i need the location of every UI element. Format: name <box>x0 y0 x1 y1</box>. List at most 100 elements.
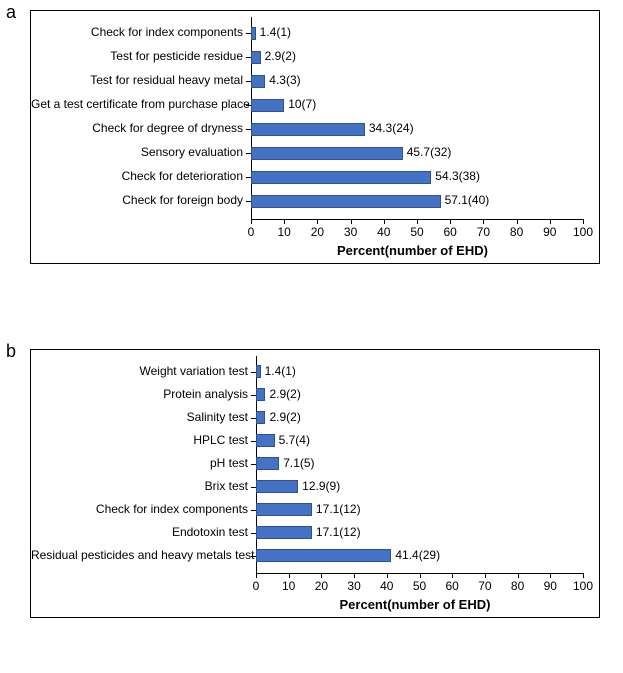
panel-label-b: b <box>6 341 16 362</box>
bar <box>251 99 284 112</box>
x-axis-title: Percent(number of EHD) <box>340 597 491 612</box>
value-label: 57.1(40) <box>445 193 490 207</box>
x-tick-label: 0 <box>248 225 255 239</box>
panel-b: b Weight variation test 1.4(1) Protein anal… <box>0 339 623 638</box>
x-tick <box>354 573 355 578</box>
x-tick <box>256 573 257 578</box>
bar <box>251 147 403 160</box>
category-label: pH test <box>31 456 248 470</box>
x-tick-label: 40 <box>377 225 390 239</box>
bar <box>256 388 265 401</box>
x-tick-label: 100 <box>573 225 593 239</box>
x-tick-label: 10 <box>278 225 291 239</box>
category-label: Brix test <box>31 479 248 493</box>
value-label: 17.1(12) <box>316 525 361 539</box>
bar <box>256 503 312 516</box>
x-tick-label: 80 <box>511 579 524 593</box>
x-tick-label: 20 <box>315 579 328 593</box>
x-tick <box>550 219 551 224</box>
category-label: Check for deterioration <box>31 169 243 183</box>
x-tick-label: 30 <box>344 225 357 239</box>
value-label: 10(7) <box>288 97 316 111</box>
value-label: 12.9(9) <box>302 479 340 493</box>
category-label: Check for degree of dryness <box>31 121 243 135</box>
category-label: Test for pesticide residue <box>31 49 243 63</box>
bar <box>256 480 298 493</box>
x-tick-label: 70 <box>477 225 490 239</box>
chart-a: Check for index components 1.4(1) Test for… <box>30 10 600 264</box>
x-tick <box>351 219 352 224</box>
value-label: 45.7(32) <box>407 145 452 159</box>
category-label: Endotoxin test <box>31 525 248 539</box>
bar <box>251 171 431 184</box>
x-tick-label: 0 <box>253 579 260 593</box>
category-label: Sensory evaluation <box>31 145 243 159</box>
value-label: 4.3(3) <box>269 73 300 87</box>
panel-label-a: a <box>6 2 16 23</box>
value-label: 34.3(24) <box>369 121 414 135</box>
x-tick <box>583 219 584 224</box>
value-label: 2.9(2) <box>265 49 296 63</box>
x-tick <box>289 573 290 578</box>
x-tick-label: 50 <box>413 579 426 593</box>
x-tick <box>384 219 385 224</box>
x-tick <box>517 219 518 224</box>
value-label: 1.4(1) <box>260 25 291 39</box>
x-tick <box>317 219 318 224</box>
x-tick-label: 20 <box>311 225 324 239</box>
x-tick <box>452 573 453 578</box>
x-tick <box>284 219 285 224</box>
bar <box>256 365 261 378</box>
value-label: 54.3(38) <box>435 169 480 183</box>
x-tick <box>387 573 388 578</box>
value-label: 7.1(5) <box>283 456 314 470</box>
bar <box>251 123 365 136</box>
x-tick-label: 60 <box>446 579 459 593</box>
category-label: Weight variation test <box>31 364 248 378</box>
x-tick-label: 90 <box>543 225 556 239</box>
x-tick <box>518 573 519 578</box>
x-tick <box>251 219 252 224</box>
value-label: 17.1(12) <box>316 502 361 516</box>
category-label: Test for residual heavy metal <box>31 73 243 87</box>
chart-b: Weight variation test 1.4(1) Protein analy… <box>30 349 600 618</box>
x-tick-label: 30 <box>347 579 360 593</box>
bar <box>256 549 391 562</box>
x-tick-label: 10 <box>282 579 295 593</box>
panel-a: a Check for index components 1.4(1) Test fo… <box>0 0 623 284</box>
value-label: 41.4(29) <box>395 548 440 562</box>
x-tick-label: 50 <box>410 225 423 239</box>
category-label: Check for foreign body <box>31 193 243 207</box>
x-tick-label: 90 <box>544 579 557 593</box>
value-label: 1.4(1) <box>265 364 296 378</box>
x-tick <box>483 219 484 224</box>
bar <box>256 526 312 539</box>
category-label: Protein analysis <box>31 387 248 401</box>
x-tick-label: 60 <box>444 225 457 239</box>
x-tick-label: 70 <box>478 579 491 593</box>
x-axis-title: Percent(number of EHD) <box>337 243 488 258</box>
bar <box>256 457 279 470</box>
value-label: 2.9(2) <box>269 387 300 401</box>
x-tick <box>450 219 451 224</box>
category-label: HPLC test <box>31 433 248 447</box>
value-label: 2.9(2) <box>269 410 300 424</box>
bar <box>256 434 275 447</box>
x-tick-label: 100 <box>573 579 593 593</box>
category-label: Get a test certificate from purchase pla… <box>31 97 243 111</box>
y-axis-line <box>251 17 252 219</box>
bar <box>251 51 261 64</box>
x-tick <box>485 573 486 578</box>
x-tick <box>420 573 421 578</box>
bar <box>251 75 265 88</box>
bar <box>251 27 256 40</box>
value-label: 5.7(4) <box>279 433 310 447</box>
x-tick-label: 40 <box>380 579 393 593</box>
category-label: Salinity test <box>31 410 248 424</box>
category-label: Residual pesticides and heavy metals tes… <box>31 548 248 562</box>
x-tick <box>321 573 322 578</box>
bar <box>256 411 265 424</box>
x-tick <box>417 219 418 224</box>
category-label: Check for index components <box>31 502 248 516</box>
category-label: Check for index components <box>31 25 243 39</box>
